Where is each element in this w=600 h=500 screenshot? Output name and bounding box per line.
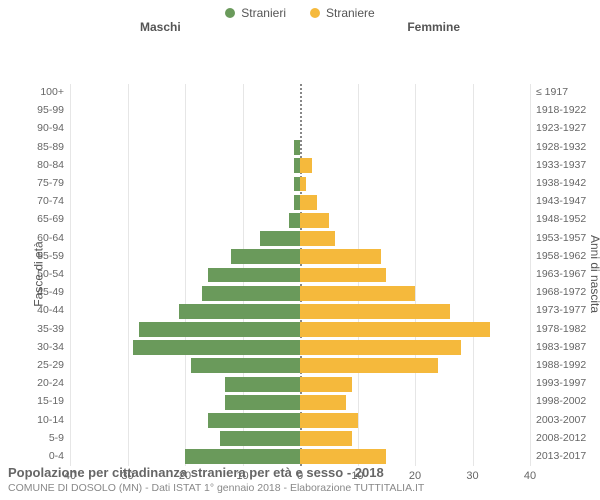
birth-label: 1948-1952	[536, 213, 586, 225]
age-label: 70-74	[37, 195, 64, 207]
birth-label: 1918-1922	[536, 104, 586, 116]
birth-label: 1923-1927	[536, 122, 586, 134]
footer: Popolazione per cittadinanza straniera p…	[8, 465, 424, 494]
birth-label: 1973-1977	[536, 304, 586, 316]
legend-swatch-female	[310, 8, 320, 18]
axis-title-right: Anni di nascita	[588, 235, 600, 313]
grid-line	[473, 84, 474, 466]
bar-male	[185, 449, 300, 464]
bar-female	[300, 231, 335, 246]
bar-female	[300, 249, 381, 264]
grid-line	[70, 84, 71, 466]
birth-label: 1953-1957	[536, 232, 586, 244]
bar-male	[294, 140, 300, 155]
age-label: 75-79	[37, 177, 64, 189]
bar-male	[133, 340, 300, 355]
birth-label: 1963-1967	[536, 268, 586, 280]
age-label: 100+	[40, 86, 64, 98]
header-female: Femmine	[407, 20, 460, 34]
age-label: 20-24	[37, 377, 64, 389]
bar-male	[202, 286, 300, 301]
bar-male	[191, 358, 300, 373]
column-headers: Maschi Femmine	[0, 20, 600, 38]
bar-female	[300, 395, 346, 410]
birth-label: ≤ 1917	[536, 86, 568, 98]
birth-label: 2008-2012	[536, 432, 586, 444]
birth-label: 2013-2017	[536, 450, 586, 462]
bar-female	[300, 413, 358, 428]
birth-label: 1983-1987	[536, 341, 586, 353]
bar-male	[208, 413, 300, 428]
age-label: 25-29	[37, 359, 64, 371]
legend-label-male: Stranieri	[241, 6, 286, 20]
age-label: 65-69	[37, 213, 64, 225]
age-label: 80-84	[37, 159, 64, 171]
age-label: 10-14	[37, 414, 64, 426]
birth-label: 1978-1982	[536, 323, 586, 335]
bar-male	[179, 304, 300, 319]
bar-female	[300, 449, 386, 464]
footer-title: Popolazione per cittadinanza straniera p…	[8, 465, 424, 480]
birth-label: 1928-1932	[536, 141, 586, 153]
legend: Stranieri Straniere	[0, 0, 600, 20]
birth-label: 1993-1997	[536, 377, 586, 389]
grid-line	[530, 84, 531, 466]
bar-male	[225, 395, 300, 410]
bar-male	[260, 231, 300, 246]
bar-female	[300, 431, 352, 446]
legend-item-female: Straniere	[310, 6, 375, 20]
age-label: 95-99	[37, 104, 64, 116]
pyramid-chart: 100+ ≤ 1917 95-99 1918-1922 90-94 1923-1927 85…	[0, 38, 600, 488]
bar-female	[300, 322, 490, 337]
bar-female	[300, 358, 438, 373]
bar-male	[220, 431, 301, 446]
bar-male	[225, 377, 300, 392]
age-label: 30-34	[37, 341, 64, 353]
bar-male	[289, 213, 301, 228]
birth-label: 2003-2007	[536, 414, 586, 426]
age-label: 35-39	[37, 323, 64, 335]
birth-label: 1958-1962	[536, 250, 586, 262]
age-label: 90-94	[37, 122, 64, 134]
grid-line	[415, 84, 416, 466]
birth-label: 1938-1942	[536, 177, 586, 189]
bar-female	[300, 340, 461, 355]
bar-male	[139, 322, 300, 337]
bar-female	[300, 195, 317, 210]
bar-female	[300, 304, 450, 319]
bar-female	[300, 268, 386, 283]
bar-male	[208, 268, 300, 283]
legend-label-female: Straniere	[326, 6, 375, 20]
bar-female	[300, 286, 415, 301]
bar-female	[300, 177, 306, 192]
bar-female	[300, 158, 312, 173]
bar-female	[300, 377, 352, 392]
legend-swatch-male	[225, 8, 235, 18]
age-label: 0-4	[49, 450, 64, 462]
age-label: 5-9	[49, 432, 64, 444]
footer-subtitle: COMUNE DI DOSOLO (MN) - Dati ISTAT 1° ge…	[8, 482, 424, 494]
x-tick: 30	[466, 470, 478, 482]
bar-male	[231, 249, 300, 264]
grid-line	[185, 84, 186, 466]
age-label: 15-19	[37, 395, 64, 407]
axis-title-left: Fasce di età	[32, 241, 46, 306]
birth-label: 1943-1947	[536, 195, 586, 207]
header-male: Maschi	[140, 20, 181, 34]
birth-label: 1933-1937	[536, 159, 586, 171]
x-tick: 40	[524, 470, 536, 482]
grid-line	[128, 84, 129, 466]
birth-label: 1998-2002	[536, 395, 586, 407]
bar-female	[300, 213, 329, 228]
legend-item-male: Stranieri	[225, 6, 286, 20]
age-label: 85-89	[37, 141, 64, 153]
birth-label: 1968-1972	[536, 286, 586, 298]
birth-label: 1988-1992	[536, 359, 586, 371]
